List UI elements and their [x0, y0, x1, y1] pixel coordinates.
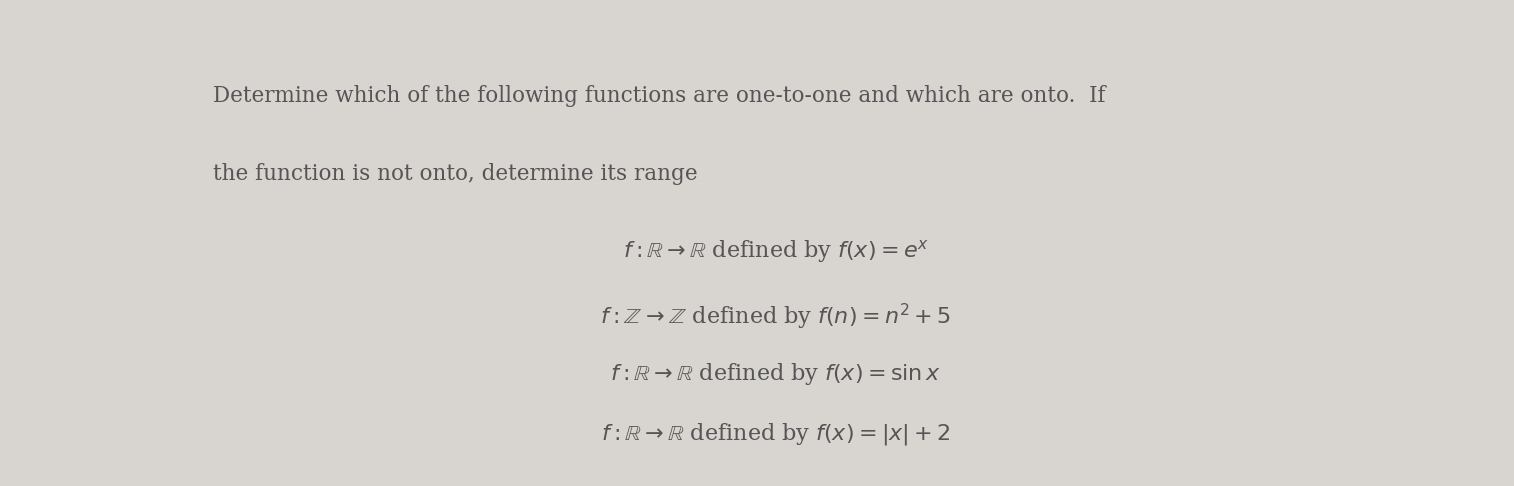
Text: $f : \mathbb{Z} \rightarrow \mathbb{Z}$ defined by $f(n) = n^{2} + 5$: $f : \mathbb{Z} \rightarrow \mathbb{Z}$ … — [601, 301, 951, 332]
Text: the function is not onto, determine its range: the function is not onto, determine its … — [212, 163, 698, 185]
Text: $f : \mathbb{R} \rightarrow \mathbb{R}$ defined by $f(x) = e^{x}$: $f : \mathbb{R} \rightarrow \mathbb{R}$ … — [622, 238, 930, 265]
Text: $f : \mathbb{R} \rightarrow \mathbb{R}$ defined by $f(x) = \sin x$: $f : \mathbb{R} \rightarrow \mathbb{R}$ … — [610, 362, 942, 387]
Text: Determine which of the following functions are one-to-one and which are onto.  I: Determine which of the following functio… — [212, 85, 1105, 106]
Text: $f : \mathbb{R} \rightarrow \mathbb{R}$ defined by $f(x) = |x| + 2$: $f : \mathbb{R} \rightarrow \mathbb{R}$ … — [601, 421, 951, 447]
